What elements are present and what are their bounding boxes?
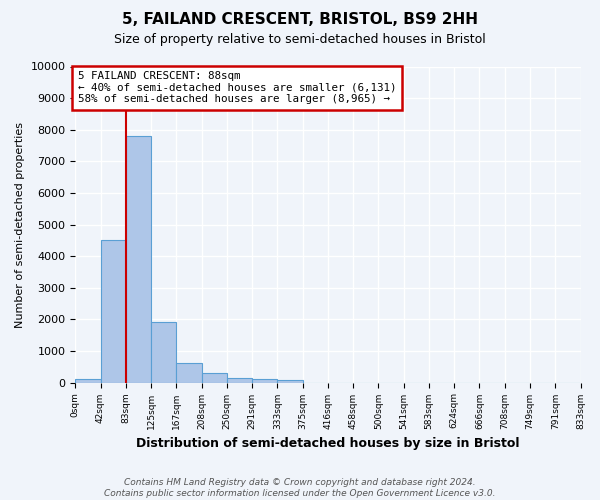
Text: 5, FAILAND CRESCENT, BRISTOL, BS9 2HH: 5, FAILAND CRESCENT, BRISTOL, BS9 2HH [122,12,478,28]
Text: Size of property relative to semi-detached houses in Bristol: Size of property relative to semi-detach… [114,32,486,46]
Bar [202,374,227,382]
Bar [101,240,126,382]
Bar [176,363,202,382]
Bar [151,322,176,382]
Bar [75,379,101,382]
Bar [277,380,302,382]
Y-axis label: Number of semi-detached properties: Number of semi-detached properties [15,122,25,328]
Bar [252,380,277,382]
Bar [227,378,252,382]
Bar [126,136,151,382]
X-axis label: Distribution of semi-detached houses by size in Bristol: Distribution of semi-detached houses by … [136,437,520,450]
Text: Contains HM Land Registry data © Crown copyright and database right 2024.
Contai: Contains HM Land Registry data © Crown c… [104,478,496,498]
Text: 5 FAILAND CRESCENT: 88sqm
← 40% of semi-detached houses are smaller (6,131)
58% : 5 FAILAND CRESCENT: 88sqm ← 40% of semi-… [78,71,397,104]
